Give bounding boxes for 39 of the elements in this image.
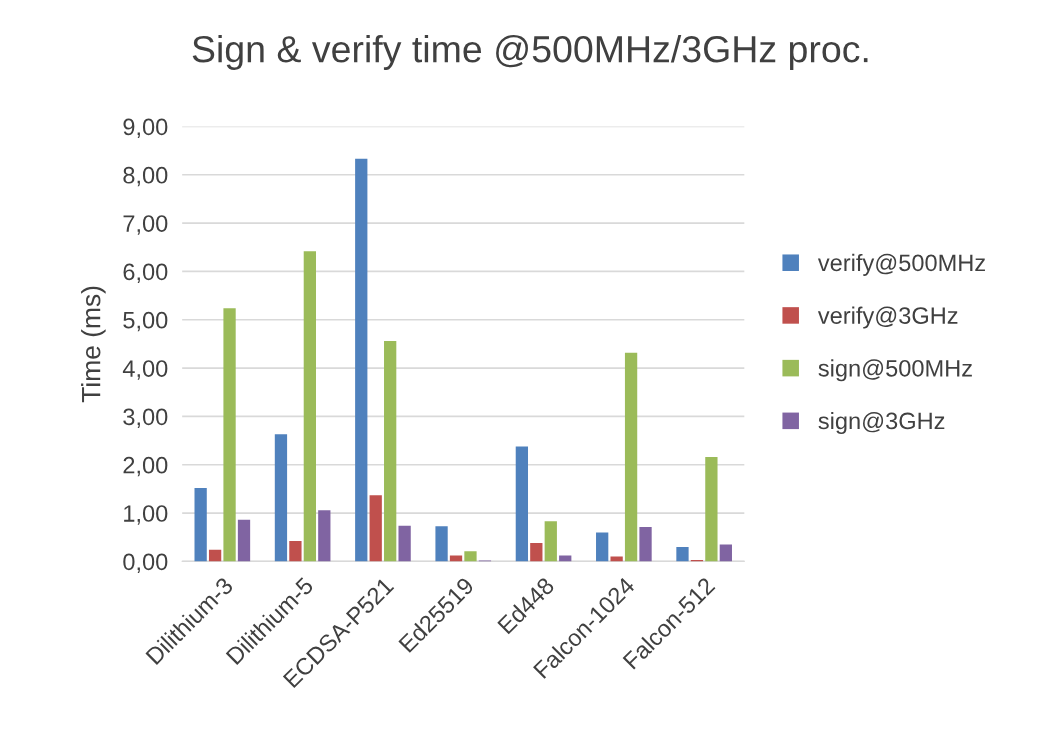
y-tick-label: 5,00 xyxy=(123,311,168,332)
y-tick-label: 4,00 xyxy=(122,360,168,380)
bar xyxy=(464,551,477,562)
bar xyxy=(194,487,207,562)
bar xyxy=(289,541,302,562)
bar xyxy=(719,544,732,562)
bar xyxy=(435,526,448,562)
bar xyxy=(237,519,251,562)
bar xyxy=(624,352,638,562)
bar xyxy=(515,446,529,562)
legend-label: verify@3GHz xyxy=(817,306,958,329)
y-axis-title: Time (ms) xyxy=(81,286,106,403)
legend-label: sign@500MHz xyxy=(818,359,972,382)
bar xyxy=(369,495,382,562)
bar xyxy=(544,521,557,562)
bar xyxy=(208,549,222,562)
y-tick-label: 7,00 xyxy=(123,215,168,235)
bar xyxy=(274,434,288,562)
y-tick-label: 8,00 xyxy=(123,166,168,187)
y-tick-label: 2,00 xyxy=(123,456,168,477)
bar xyxy=(355,158,368,562)
bar xyxy=(318,510,331,562)
bar xyxy=(530,543,543,562)
bar xyxy=(398,525,411,562)
y-tick-label: 9,00 xyxy=(123,118,168,139)
y-tick-label: 0,00 xyxy=(123,553,168,573)
y-tick-label: 3,00 xyxy=(123,408,168,428)
bar xyxy=(705,457,718,562)
y-tick-label: 6,00 xyxy=(123,263,168,284)
legend-label: sign@3GHz xyxy=(818,411,945,434)
bar xyxy=(676,546,689,562)
bar xyxy=(303,251,316,562)
legend-label: verify@500MHz xyxy=(817,253,985,276)
bar xyxy=(384,341,397,562)
bar xyxy=(596,532,609,562)
y-tick-label: 1,00 xyxy=(124,505,168,525)
bar xyxy=(639,527,652,562)
chart-title: Sign & verify time @500MHz/3GHz proc. xyxy=(192,34,868,70)
bar xyxy=(223,308,236,562)
